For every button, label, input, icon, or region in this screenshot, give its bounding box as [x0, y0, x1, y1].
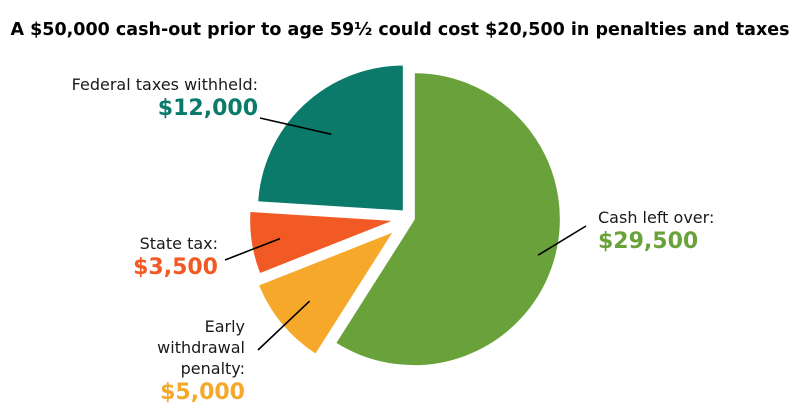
- slice-federal-taxes: [256, 63, 405, 213]
- leader-federal: [259, 117, 332, 136]
- label-state: State tax: $3,500: [58, 233, 218, 282]
- chart-title: A $50,000 cash-out prior to age 59½ coul…: [10, 20, 790, 40]
- slice-early-withdrawal-penalty: [256, 228, 398, 357]
- label-federal-amount: $12,000: [157, 96, 258, 121]
- label-cash: Cash left over: $29,500: [598, 207, 778, 256]
- label-penalty-amount: $5,000: [160, 380, 245, 405]
- slice-state-tax: [248, 209, 397, 276]
- label-penalty: Early withdrawal penalty: $5,000: [115, 316, 245, 407]
- label-state-amount: $3,500: [133, 255, 218, 280]
- leader-penalty: [257, 300, 311, 351]
- label-cash-name: Cash left over:: [598, 208, 715, 227]
- label-penalty-name: Early withdrawal penalty:: [157, 317, 245, 378]
- label-federal-name: Federal taxes withheld:: [71, 75, 258, 94]
- label-federal: Federal taxes withheld: $12,000: [58, 74, 258, 123]
- label-state-name: State tax:: [139, 234, 218, 253]
- leader-state: [224, 237, 281, 261]
- leader-cash: [537, 225, 587, 256]
- slice-cash-left-over: [333, 71, 562, 368]
- label-cash-amount: $29,500: [598, 229, 699, 254]
